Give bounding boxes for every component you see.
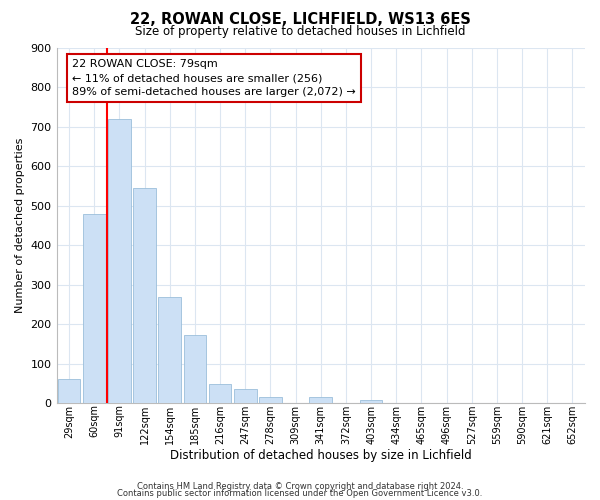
Bar xyxy=(209,384,232,403)
Text: Contains HM Land Registry data © Crown copyright and database right 2024.: Contains HM Land Registry data © Crown c… xyxy=(137,482,463,491)
Text: Size of property relative to detached houses in Lichfield: Size of property relative to detached ho… xyxy=(135,25,465,38)
Text: 22 ROWAN CLOSE: 79sqm
← 11% of detached houses are smaller (256)
89% of semi-det: 22 ROWAN CLOSE: 79sqm ← 11% of detached … xyxy=(73,58,356,98)
Bar xyxy=(83,214,106,403)
Bar xyxy=(133,188,156,403)
Bar xyxy=(58,380,80,403)
Bar xyxy=(184,335,206,403)
Bar xyxy=(158,296,181,403)
Bar xyxy=(360,400,382,403)
Bar xyxy=(310,397,332,403)
Text: 22, ROWAN CLOSE, LICHFIELD, WS13 6ES: 22, ROWAN CLOSE, LICHFIELD, WS13 6ES xyxy=(130,12,470,28)
Bar xyxy=(259,397,282,403)
Text: Contains public sector information licensed under the Open Government Licence v3: Contains public sector information licen… xyxy=(118,490,482,498)
Bar xyxy=(108,119,131,403)
X-axis label: Distribution of detached houses by size in Lichfield: Distribution of detached houses by size … xyxy=(170,450,472,462)
Bar xyxy=(234,389,257,403)
Y-axis label: Number of detached properties: Number of detached properties xyxy=(15,138,25,313)
